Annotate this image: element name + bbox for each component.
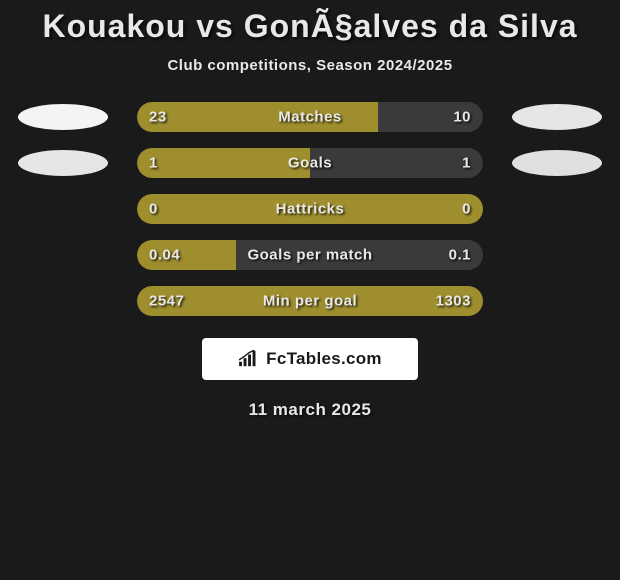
value-right: 1303 — [436, 293, 471, 310]
value-left: 0 — [149, 201, 158, 218]
stat-row: 1 1 Goals — [0, 148, 620, 178]
bar-left-fill — [137, 148, 310, 178]
stat-row: 0.04 0.1 Goals per match — [0, 240, 620, 270]
stat-row: 0 0 Hattricks — [0, 194, 620, 224]
value-left: 2547 — [149, 293, 184, 310]
metric-label: Goals per match — [247, 247, 372, 264]
metric-label: Min per goal — [263, 293, 357, 310]
value-right: 0.1 — [449, 247, 471, 264]
team-badge-left — [18, 150, 108, 176]
subtitle: Club competitions, Season 2024/2025 — [0, 57, 620, 74]
value-left: 1 — [149, 155, 158, 172]
stat-rows: 23 10 Matches 1 1 Goals 0 0 Hattricks 0.04 0.1 Goal… — [0, 102, 620, 316]
stat-row: 23 10 Matches — [0, 102, 620, 132]
stat-row: 2547 1303 Min per goal — [0, 286, 620, 316]
team-badge-right — [512, 150, 602, 176]
comparison-card: Kouakou vs GonÃ§alves da Silva Club comp… — [0, 0, 620, 420]
bar-track: 2547 1303 Min per goal — [137, 286, 483, 316]
metric-label: Matches — [278, 109, 342, 126]
value-left: 23 — [149, 109, 167, 126]
logo-barchart-icon — [238, 350, 260, 368]
page-title: Kouakou vs GonÃ§alves da Silva — [0, 8, 620, 45]
value-left: 0.04 — [149, 247, 180, 264]
metric-label: Goals — [288, 155, 332, 172]
bar-track: 23 10 Matches — [137, 102, 483, 132]
date-label: 11 march 2025 — [0, 400, 620, 420]
fctables-logo: FcTables.com — [202, 338, 418, 380]
value-right: 0 — [462, 201, 471, 218]
bar-right-fill — [310, 148, 483, 178]
value-right: 1 — [462, 155, 471, 172]
bar-track: 1 1 Goals — [137, 148, 483, 178]
bar-track: 0.04 0.1 Goals per match — [137, 240, 483, 270]
value-right: 10 — [453, 109, 471, 126]
logo-text: FcTables.com — [266, 349, 382, 369]
team-badge-left — [18, 104, 108, 130]
bar-track: 0 0 Hattricks — [137, 194, 483, 224]
team-badge-right — [512, 104, 602, 130]
metric-label: Hattricks — [276, 201, 345, 218]
